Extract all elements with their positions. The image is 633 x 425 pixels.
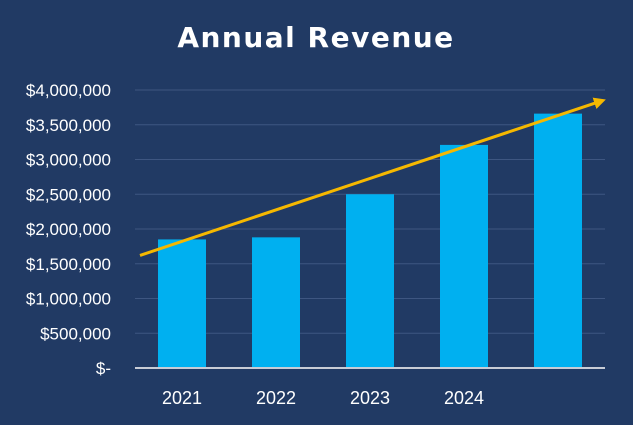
x-axis-tick-labels: 2021 2022 2023 2024	[162, 388, 484, 408]
x-tick-label: 2023	[350, 388, 390, 408]
y-tick-label: $2,500,000	[26, 185, 111, 204]
y-tick-label: $4,000,000	[26, 81, 111, 100]
y-tick-label: $1,000,000	[26, 290, 111, 309]
y-tick-label: $2,000,000	[26, 220, 111, 239]
x-tick-label: 2021	[162, 388, 202, 408]
chart-title: Annual Revenue	[177, 21, 454, 54]
y-tick-label: $3,500,000	[26, 116, 111, 135]
y-tick-label: $1,500,000	[26, 255, 111, 274]
bar-unlabeled	[534, 113, 582, 368]
bar-2023	[346, 194, 394, 368]
x-tick-label: 2022	[256, 388, 296, 408]
bar-2022	[252, 237, 300, 368]
bars	[158, 113, 582, 368]
trend-arrow	[139, 97, 606, 257]
y-tick-label: $3,000,000	[26, 151, 111, 170]
bar-2021	[158, 239, 206, 368]
y-tick-label: $500,000	[40, 324, 111, 343]
x-tick-label: 2024	[444, 388, 484, 408]
bar-2024	[440, 144, 488, 368]
y-axis-tick-labels: $- $500,000 $1,000,000 $1,500,000 $2,000,000…	[26, 81, 111, 378]
y-tick-label: $-	[96, 359, 111, 378]
